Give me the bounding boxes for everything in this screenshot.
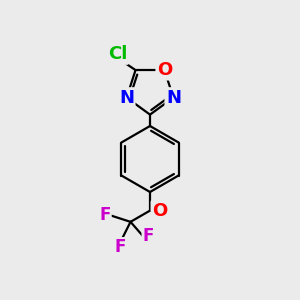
Text: F: F (99, 206, 110, 224)
Text: O: O (157, 61, 172, 79)
Text: N: N (166, 88, 181, 106)
Text: O: O (152, 202, 167, 220)
Text: Cl: Cl (108, 45, 127, 63)
Text: F: F (143, 227, 154, 245)
Text: N: N (119, 88, 134, 106)
Text: F: F (114, 238, 126, 256)
